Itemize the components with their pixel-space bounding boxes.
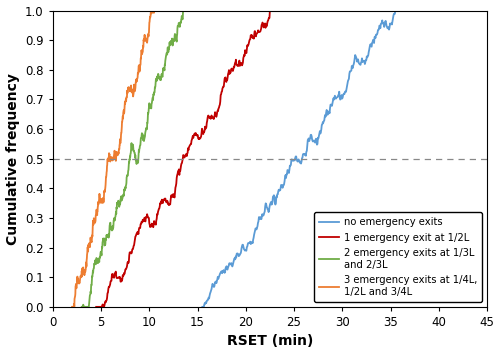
Y-axis label: Cumulative frequency: Cumulative frequency bbox=[6, 73, 20, 245]
X-axis label: RSET (min): RSET (min) bbox=[226, 335, 313, 348]
Legend: no emergency exits, 1 emergency exit at 1/2L, 2 emergency exits at 1/3L
and 2/3L: no emergency exits, 1 emergency exit at … bbox=[314, 212, 482, 302]
